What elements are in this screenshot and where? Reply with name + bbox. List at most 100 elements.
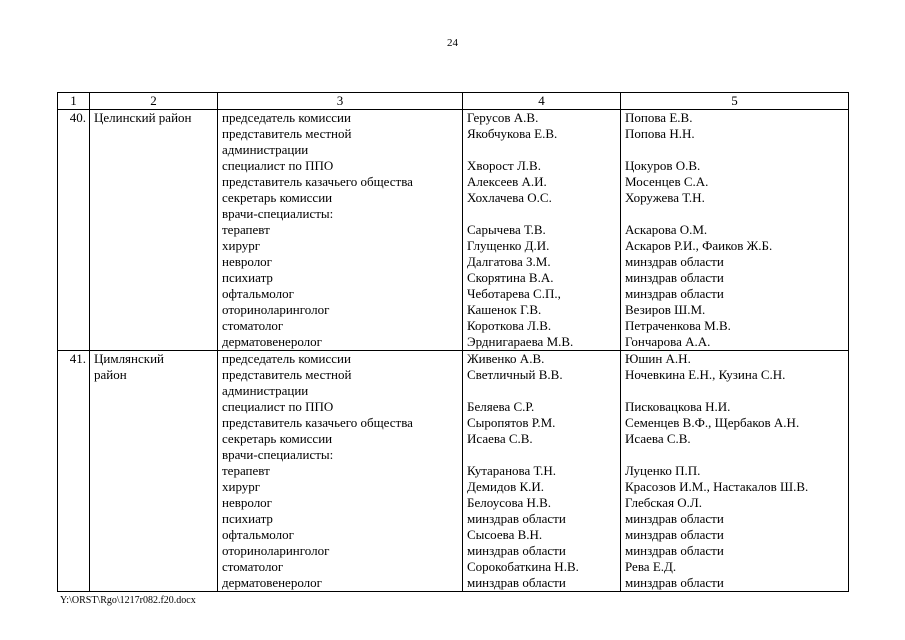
member: Светличный В.В. — [467, 367, 563, 382]
header-cell: 2 — [89, 92, 218, 110]
deputy: минздрав области — [625, 254, 724, 269]
blank-line — [625, 206, 844, 222]
deputy: минздрав области — [625, 575, 724, 590]
member-column: Герусов А.В. Якобчукова Е.В. Хворост Л.В. А… — [462, 109, 621, 351]
member: Чеботарева С.П., — [467, 286, 561, 301]
member: Далгатова З.М. — [467, 254, 551, 269]
deputy: минздрав области — [625, 511, 724, 526]
member: Сыропятов Р.М. — [467, 415, 556, 430]
deputy-column: Юшин А.Н. Ночевкина Е.Н., Кузина С.Н. Писк… — [620, 350, 849, 592]
district-line: Цимлянский — [94, 351, 164, 367]
member: Хохлачева О.С. — [467, 190, 552, 205]
row-number: 41. — [57, 350, 90, 592]
member: Алексеев А.И. — [467, 174, 547, 189]
deputy: Луценко П.П. — [625, 463, 701, 478]
role: специалист по ППО — [222, 158, 334, 173]
role: секретарь комиссии — [222, 190, 333, 205]
role: психиатр — [222, 511, 273, 526]
deputy: минздрав области — [625, 286, 724, 301]
role: офтальмолог — [222, 286, 294, 301]
deputy: Попова Е.В. — [625, 110, 693, 126]
deputy: Хоружева Т.Н. — [625, 190, 705, 205]
member: минздрав области — [467, 511, 566, 526]
deputy: Писковацкова Н.И. — [625, 399, 731, 414]
deputy: Цокуров О.В. — [625, 158, 701, 173]
member: Белоусова Н.В. — [467, 495, 552, 510]
member: минздрав области — [467, 543, 566, 558]
deputy: Юшин А.Н. — [625, 351, 691, 367]
role: администрации — [222, 142, 309, 157]
role: врачи-специалисты: — [222, 206, 334, 221]
row-number: 40. — [57, 109, 90, 351]
district: Цимлянский район — [89, 350, 218, 592]
blank-line — [467, 142, 616, 158]
deputy: Рева Е.Д. — [625, 559, 677, 574]
member: Эрднигараева М.В. — [467, 334, 574, 349]
deputy: Семенцев В.Ф., Щербаков А.Н. — [625, 415, 800, 430]
deputy: Аскаров Р.И., Фаиков Ж.Б. — [625, 238, 773, 253]
blank-line — [625, 447, 844, 463]
member-column: Живенко А.В. Светличный В.В. Беляева С.Р. С… — [462, 350, 621, 592]
member: Сорокобаткина Н.В. — [467, 559, 579, 574]
role: представитель местной — [222, 126, 352, 141]
deputy-column: Попова Е.В. Попова Н.Н. Цокуров О.В. Мосенц… — [620, 109, 849, 351]
member: Кутаранова Т.Н. — [467, 463, 557, 478]
file-path: Y:\ORST\Rgo\1217r082.f20.docx — [60, 595, 196, 606]
member: Глущенко Д.И. — [467, 238, 550, 253]
header-cell: 4 — [462, 92, 621, 110]
member: Герусов А.В. — [467, 110, 539, 126]
member: Беляева С.Р. — [467, 399, 535, 414]
role: председатель комиссии — [222, 110, 351, 126]
role: невролог — [222, 495, 273, 510]
deputy: минздрав области — [625, 527, 724, 542]
deputy: Попова Н.Н. — [625, 126, 695, 141]
role: оториноларинголог — [222, 302, 330, 317]
member: Кашенок Г.В. — [467, 302, 542, 317]
role: секретарь комиссии — [222, 431, 333, 446]
role: хирург — [222, 479, 261, 494]
member: Исаева С.В. — [467, 431, 533, 446]
member: Сарычева Т.В. — [467, 222, 546, 237]
blank-line — [625, 383, 844, 399]
member: минздрав области — [467, 575, 566, 590]
table-row: 40. Целинский район председатель комиссии п… — [57, 109, 849, 351]
role: терапевт — [222, 222, 270, 237]
deputy: минздрав области — [625, 270, 724, 285]
blank-line — [467, 447, 616, 463]
blank-line — [467, 383, 616, 399]
deputy: минздрав области — [625, 543, 724, 558]
header-cell: 5 — [620, 92, 849, 110]
role: дерматовенеролог — [222, 575, 322, 590]
header-cell: 3 — [217, 92, 463, 110]
deputy: Везиров Ш.М. — [625, 302, 706, 317]
role: стоматолог — [222, 559, 284, 574]
role: оториноларинголог — [222, 543, 330, 558]
role: администрации — [222, 383, 309, 398]
deputy: Мосенцев С.А. — [625, 174, 709, 189]
blank-line — [467, 206, 616, 222]
role: невролог — [222, 254, 273, 269]
deputy: Исаева С.В. — [625, 431, 691, 446]
role: хирург — [222, 238, 261, 253]
deputy: Красозов И.М., Настакалов Ш.В. — [625, 479, 809, 494]
role: представитель местной — [222, 367, 352, 382]
role: специалист по ППО — [222, 399, 334, 414]
role: врачи-специалисты: — [222, 447, 334, 462]
role: офтальмолог — [222, 527, 294, 542]
district-line: район — [94, 367, 127, 382]
blank-line — [625, 142, 844, 158]
deputy: Ночевкина Е.Н., Кузина С.Н. — [625, 367, 786, 382]
deputy: Глебская О.Л. — [625, 495, 703, 510]
district-line: Целинский район — [94, 110, 192, 126]
deputy: Петраченкова М.В. — [625, 318, 731, 333]
page-number: 24 — [447, 37, 458, 49]
role: председатель комиссии — [222, 351, 351, 367]
role: дерматовенеролог — [222, 334, 322, 349]
role: представитель казачьего общества — [222, 174, 413, 189]
table-row: 41. Цимлянский район председатель комиссии п… — [57, 350, 849, 592]
member: Сысоева В.Н. — [467, 527, 543, 542]
role-column: председатель комиссии представитель местн… — [217, 350, 463, 592]
